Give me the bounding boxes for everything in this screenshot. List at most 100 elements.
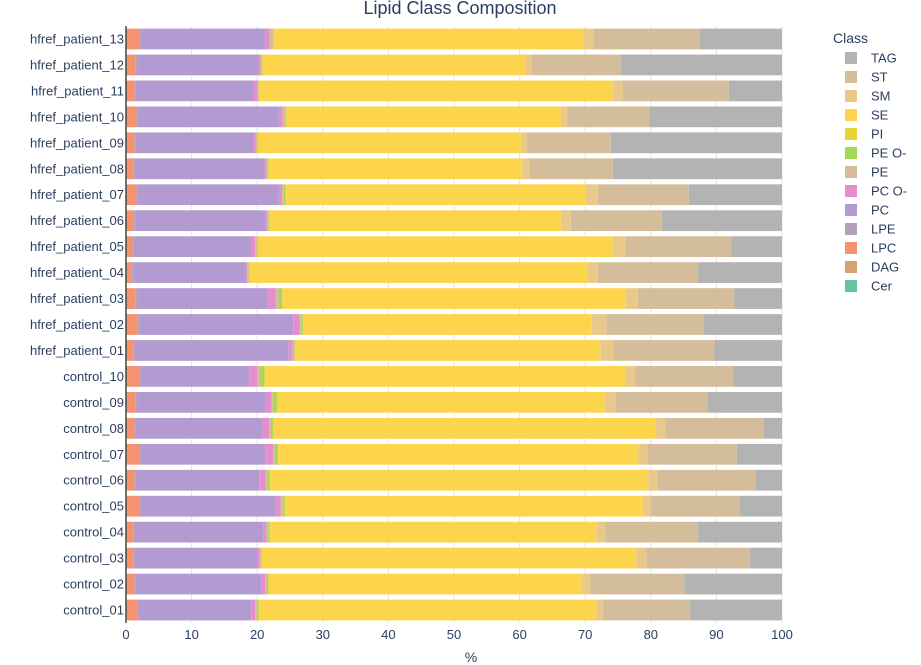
bar-segment — [255, 236, 258, 258]
bar-segment — [267, 573, 269, 595]
bar-segment — [647, 443, 737, 465]
bar-segment — [270, 469, 649, 491]
bar-segment — [127, 417, 135, 439]
bar-segment — [733, 366, 782, 387]
bar-segment — [127, 443, 140, 465]
y-tick-label: hfref_patient_11 — [31, 83, 124, 98]
bar-segment — [261, 547, 263, 569]
bar-segment — [249, 262, 588, 283]
legend-swatch — [845, 261, 857, 273]
bar-segment — [257, 132, 259, 154]
bar-segment — [135, 54, 138, 76]
bar-segment — [714, 340, 782, 361]
legend-label: LPE — [871, 222, 896, 237]
bar-segment — [271, 391, 274, 413]
bar-segment — [731, 236, 782, 258]
x-tick-label: 10 — [184, 627, 198, 642]
bar-segment — [593, 28, 700, 50]
bar-segment — [127, 340, 134, 361]
legend-swatch — [845, 147, 857, 159]
bar-segment — [126, 158, 128, 180]
x-tick-label: 60 — [512, 627, 526, 642]
bar-segment — [284, 106, 287, 128]
bar-segment — [265, 28, 270, 50]
bar-segment — [137, 288, 268, 309]
bar-segment — [126, 521, 128, 543]
y-tick-labels: hfref_patient_13 hfref_patient_12 hfref_pa… — [30, 31, 124, 617]
bar-segment — [261, 547, 262, 569]
legend-label: ST — [871, 70, 888, 85]
legend-swatch — [845, 166, 857, 178]
bar-segment — [126, 210, 128, 232]
bar-segment — [126, 132, 128, 154]
bar-segment — [688, 184, 782, 206]
bar-segment — [275, 495, 281, 517]
bar-segment — [649, 106, 782, 128]
bar-segment — [276, 391, 278, 413]
bar-segment — [612, 236, 626, 258]
bar-segment — [263, 54, 526, 76]
bar-segment — [126, 314, 128, 335]
x-tick-label: 40 — [381, 627, 395, 642]
bar-segment — [273, 417, 656, 439]
bar-segment — [282, 106, 285, 128]
bar-segment — [249, 366, 258, 387]
bar-segment — [274, 28, 584, 50]
bar-segment — [126, 236, 128, 258]
bar-segment — [755, 469, 782, 491]
y-tick-label: hfref_patient_08 — [30, 161, 124, 176]
bar-segment — [127, 521, 134, 543]
bar-segment — [127, 314, 138, 335]
bar-segment — [246, 262, 248, 283]
bar-segment — [137, 106, 279, 128]
bar-segment — [259, 469, 266, 491]
bar-segment — [648, 469, 658, 491]
legend-swatch — [845, 90, 857, 102]
bar-segment — [258, 80, 260, 102]
legend-swatch — [845, 71, 857, 83]
x-tick-label: 100 — [771, 627, 793, 642]
bar-segment — [272, 443, 275, 465]
bar-segment — [257, 547, 260, 569]
bar-segment — [248, 262, 250, 283]
bar-segment — [126, 366, 128, 387]
legend-label: DAG — [871, 260, 899, 275]
y-tick-label: hfref_patient_02 — [30, 317, 124, 332]
bar-segment — [265, 469, 268, 491]
x-tick-labels: 0 10 20 30 40 50 60 70 80 90 100 — [122, 627, 792, 642]
bar-segment — [763, 417, 782, 439]
bar-segment — [269, 521, 271, 543]
bar-segment — [684, 573, 782, 595]
legend-label: SE — [871, 108, 889, 123]
bar-segment — [612, 158, 782, 180]
bar-segment — [141, 495, 276, 517]
bar-segment — [581, 573, 591, 595]
bar-segment — [620, 54, 782, 76]
bar-segment — [135, 132, 254, 154]
y-tick-label: hfref_patient_06 — [30, 213, 124, 228]
bar-segment — [139, 28, 142, 50]
bar-segment — [135, 391, 138, 413]
bar-segment — [126, 106, 128, 128]
bar-segment — [257, 236, 258, 258]
bar-segment — [138, 599, 252, 621]
bar-segment — [267, 210, 269, 232]
bar-segment — [303, 314, 592, 335]
legend-label: PC O- — [871, 184, 907, 199]
y-tick-label: hfref_patient_07 — [30, 187, 124, 202]
bar-segment — [590, 573, 685, 595]
bar-segment — [127, 80, 135, 102]
bar-segment — [525, 54, 533, 76]
bar-segment — [597, 184, 689, 206]
bar-segment — [273, 391, 277, 413]
bar-segment — [262, 547, 637, 569]
bar-segment — [529, 158, 613, 180]
bar-segment — [698, 521, 782, 543]
bar-segment — [288, 340, 293, 361]
x-axis-title: % — [465, 649, 477, 665]
y-tick-label: control_08 — [63, 421, 124, 436]
bar-segment — [295, 340, 296, 361]
bar-segment — [740, 495, 782, 517]
bar-segment — [275, 288, 280, 309]
bar-segment — [650, 495, 741, 517]
